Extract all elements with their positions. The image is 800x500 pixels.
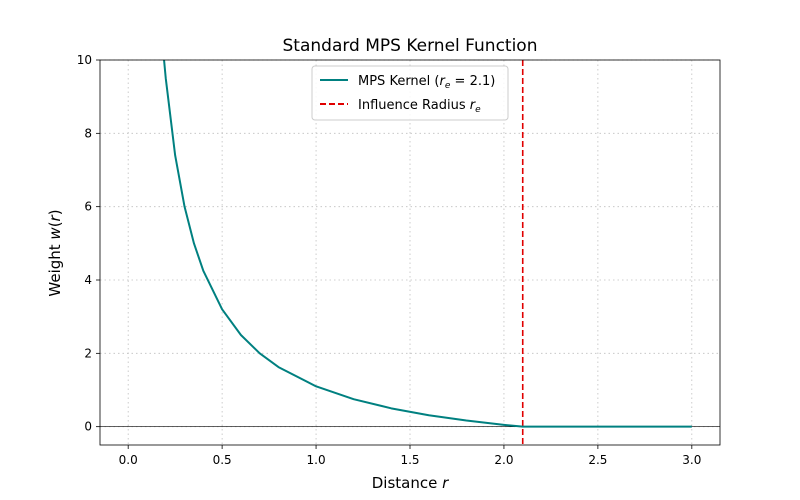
series-layer (163, 60, 692, 428)
x-tick-label: 1.5 (400, 453, 419, 467)
y-axis-label-arg: r (46, 214, 64, 221)
legend-label-kernel: MPS Kernel (re = 2.1) (358, 74, 495, 91)
y-tick-label: 2 (84, 346, 92, 360)
x-axis-label-var: r (442, 474, 449, 492)
axes-layer: 0.0 0.5 1.0 1.5 2.0 2.5 3.0 0 2 4 6 8 10 (77, 53, 721, 467)
y-tick-label: 8 (84, 126, 92, 140)
grid-layer (100, 59, 720, 445)
legend-box (311, 65, 509, 121)
x-tick-label: 0.0 (119, 453, 138, 467)
y-axis-label-paren-close: ) (46, 209, 64, 215)
x-tick-label: 3.0 (682, 453, 701, 467)
y-tick-label: 0 (84, 420, 92, 434)
kernel-curve (163, 60, 692, 428)
y-axis-label-var: w (46, 227, 64, 240)
x-tick-label: 2.0 (494, 453, 513, 467)
legend-label-radius: Influence Radius re (358, 98, 481, 115)
plot-frame (99, 59, 721, 446)
y-axis-label: Weight w(r) (46, 209, 64, 296)
y-tick-label: 6 (84, 200, 92, 214)
x-axis-label: Distance r (372, 474, 449, 492)
y-axis-label-word: Weight (46, 240, 64, 297)
y-axis-label-paren: ( (46, 221, 64, 227)
x-axis-label-word: Distance (372, 474, 442, 492)
chart-title: Standard MPS Kernel Function (283, 36, 538, 56)
y-tick-label: 4 (84, 273, 92, 287)
y-tick-label: 10 (77, 53, 92, 67)
x-tick-label: 2.5 (588, 453, 607, 467)
legend: MPS Kernel (re = 2.1) Influence Radius r… (311, 65, 509, 121)
x-tick-label: 0.5 (213, 453, 232, 467)
x-tick-label: 1.0 (307, 453, 326, 467)
